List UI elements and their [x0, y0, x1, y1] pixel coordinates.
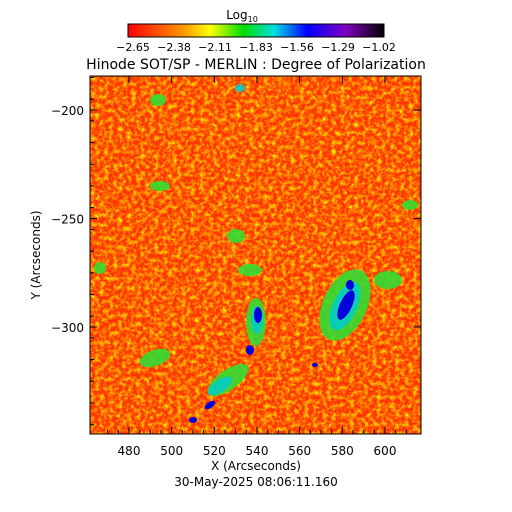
plot-frame: [89, 75, 422, 435]
x-tick-label: 500: [160, 444, 183, 458]
x-axis: 480 500 520 540 560 580 600: [107, 76, 407, 458]
colorbar-tick-label: −1.29: [321, 41, 355, 54]
y-tick-label: −250: [51, 213, 84, 227]
x-tick-label: 520: [203, 444, 226, 458]
colorbar-tick-label: −1.83: [239, 41, 273, 54]
colorbar-tick-label: −2.65: [116, 41, 150, 54]
colorbar-tick-label: −1.56: [280, 41, 314, 54]
y-axis-label: Y (Arcseconds): [29, 210, 43, 300]
colorbar-tick-label: −2.38: [157, 41, 191, 54]
x-tick-label: 580: [331, 444, 354, 458]
colorbar-tick-label: −2.11: [198, 41, 232, 54]
timestamp: 30-May-2025 08:06:11.160: [174, 475, 338, 489]
colorbar-tick-label: −1.02: [362, 41, 396, 54]
plot-title: Hinode SOT/SP - MERLIN : Degree of Polar…: [86, 57, 426, 73]
x-tick-label: 540: [246, 444, 269, 458]
x-tick-label: 480: [118, 444, 141, 458]
colorbar: [127, 23, 385, 38]
colorbar-ticks: −2.65 −2.38 −2.11 −1.83 −1.56 −1.29 −1.02: [116, 41, 396, 54]
y-tick-label: −300: [51, 321, 84, 335]
blue-patches: [189, 280, 355, 423]
x-axis-label: X (Arcseconds): [211, 459, 301, 473]
colorbar-title: Log10: [226, 8, 258, 24]
x-tick-label: 600: [374, 444, 397, 458]
x-tick-label: 560: [288, 444, 311, 458]
y-tick-label: −200: [51, 104, 84, 118]
polarization-map: [90, 76, 421, 434]
y-axis: −200 −250 −300: [51, 76, 421, 426]
